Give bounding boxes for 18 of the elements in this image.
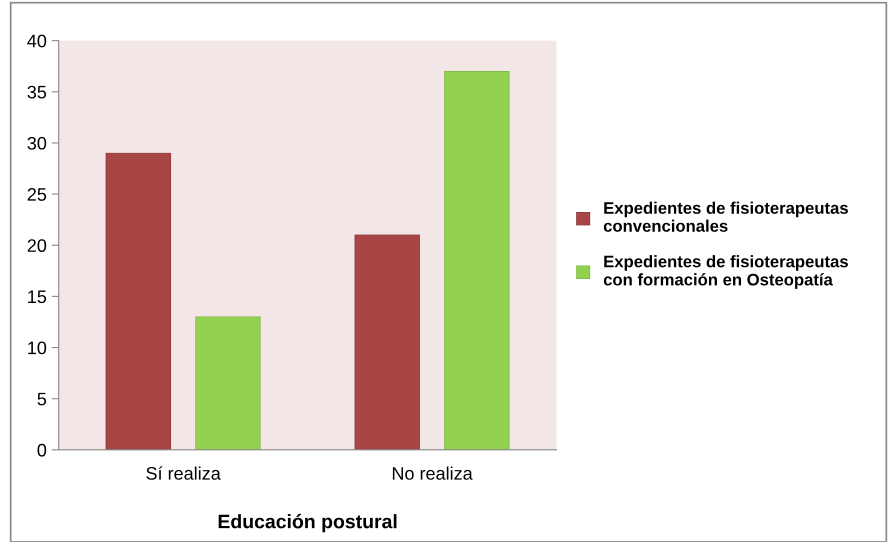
y-tick-label: 40 (27, 34, 46, 48)
x-axis-title: Educación postural (218, 514, 396, 532)
legend-label: Expedientes de fisioterapeutas convencionales (604, 202, 848, 232)
y-tick-label: 0 (38, 444, 46, 457)
bar (354, 234, 420, 450)
y-tick-label: 35 (27, 86, 46, 99)
x-tick-label: No realiza (392, 466, 473, 480)
y-tick-label: 30 (27, 136, 46, 150)
y-tick-label: 25 (28, 188, 46, 201)
bar (106, 152, 172, 450)
y-tick-label: 15 (28, 290, 46, 304)
x-tick-label: Sí realiza (146, 466, 221, 480)
bar (444, 70, 510, 450)
y-tick-label: 5 (38, 392, 46, 406)
legend-label: Expedientes de fisioterapeutas con formación en Osteopatía (604, 255, 848, 289)
bar (195, 316, 261, 450)
y-tick-label: 10 (28, 341, 46, 354)
y-tick-label: 20 (28, 239, 46, 252)
